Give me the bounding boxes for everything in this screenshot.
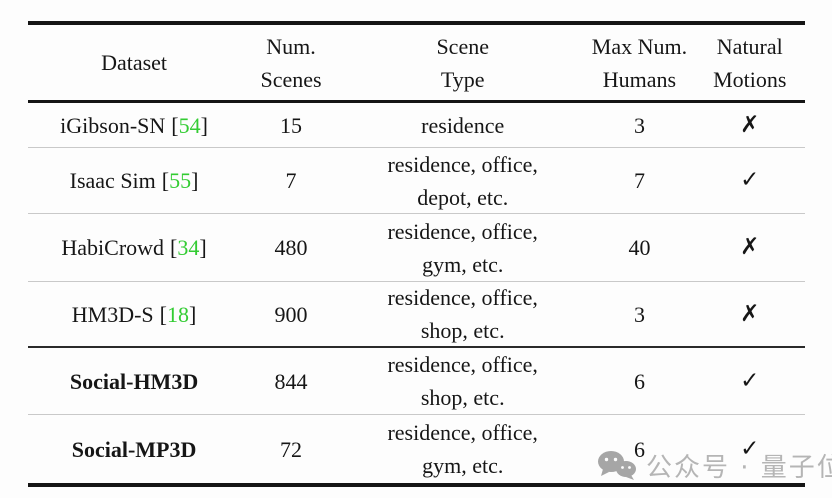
citation-bracket: [ bbox=[159, 301, 167, 327]
dataset-name-cell: Social-HM3D bbox=[28, 348, 240, 414]
max-humans-cell: 6 bbox=[633, 436, 645, 462]
citation-bracket: ] bbox=[200, 112, 208, 138]
citation-bracket: ] bbox=[191, 168, 199, 193]
max-humans-cell: 3 bbox=[633, 112, 645, 138]
citation-number[interactable]: 18 bbox=[167, 301, 189, 327]
table-row: HabiCrowd [34] 480 residence, office, gym… bbox=[28, 214, 805, 281]
num-scenes-cell: 15 bbox=[280, 112, 302, 138]
natural-motions-cell: ✓ bbox=[695, 415, 804, 483]
dataset-name: Isaac Sim bbox=[69, 168, 156, 193]
natural-motions-cell: ✓ bbox=[695, 148, 804, 213]
scene-type-cell: residence bbox=[421, 112, 505, 138]
section-separator bbox=[28, 346, 805, 348]
dataset-name-cell: Social-MP3D bbox=[28, 415, 240, 483]
citation-number[interactable]: 55 bbox=[169, 168, 192, 193]
top-rule bbox=[28, 21, 805, 25]
citation-ref: [34] bbox=[170, 235, 207, 260]
dataset-name-cell: HabiCrowd [34] bbox=[28, 214, 240, 281]
table-row: Isaac Sim [55] 7 residence, office, depot… bbox=[28, 148, 805, 213]
citation-ref: [55] bbox=[162, 168, 199, 193]
natural-motions-cell: ✗ bbox=[695, 282, 804, 346]
dataset-name: iGibson-SN bbox=[60, 112, 166, 138]
check-icon: ✓ bbox=[740, 167, 760, 193]
dataset-name: HabiCrowd bbox=[61, 235, 165, 260]
scene-type-cell: residence, office, gym, etc. bbox=[387, 218, 538, 277]
citation-bracket: [ bbox=[161, 168, 170, 193]
header-rule bbox=[28, 100, 805, 103]
table-row: Social-MP3D 72 residence, office, gym, e… bbox=[28, 415, 805, 483]
table-row: Social-HM3D 844 residence, office, shop,… bbox=[28, 348, 805, 414]
header-dataset-label: Dataset bbox=[101, 50, 168, 75]
header-max-humans: Max Num. Humans bbox=[591, 33, 688, 92]
row-separator bbox=[28, 213, 805, 214]
bottom-rule bbox=[28, 483, 805, 487]
table-row: iGibson-SN [54] 15 residence 3 ✗ bbox=[28, 103, 805, 147]
dataset-name: Social-MP3D bbox=[71, 436, 197, 462]
num-scenes-cell: 844 bbox=[274, 368, 308, 394]
header-natural-motions: Natural Motions bbox=[713, 33, 787, 92]
scene-type-cell: residence, office, shop, etc. bbox=[387, 352, 538, 410]
scene-type-cell: residence, office, gym, etc. bbox=[387, 420, 538, 478]
citation-bracket: ] bbox=[199, 235, 207, 260]
scene-type-cell: residence, office, depot, etc. bbox=[387, 151, 538, 210]
row-separator bbox=[28, 147, 805, 148]
cross-icon: ✗ bbox=[740, 300, 760, 327]
natural-motions-cell: ✓ bbox=[695, 348, 804, 414]
citation-number[interactable]: 54 bbox=[178, 112, 201, 138]
table-header-row: Dataset Num. Scenes Scene Type Max Num. … bbox=[28, 25, 805, 100]
header-num-scenes: Num. Scenes bbox=[260, 33, 322, 92]
max-humans-cell: 3 bbox=[633, 301, 645, 327]
dataset-name: HM3D-S bbox=[71, 301, 154, 327]
num-scenes-cell: 7 bbox=[285, 168, 297, 193]
check-icon: ✓ bbox=[740, 435, 760, 462]
row-separator bbox=[28, 414, 805, 415]
cross-icon: ✗ bbox=[740, 234, 760, 260]
cross-icon: ✗ bbox=[740, 111, 760, 138]
dataset-name-cell: HM3D-S [18] bbox=[28, 282, 240, 346]
row-separator bbox=[28, 281, 805, 282]
num-scenes-cell: 480 bbox=[274, 235, 308, 260]
dataset-name-cell: Isaac Sim [55] bbox=[28, 148, 240, 213]
citation-bracket: [ bbox=[171, 112, 179, 138]
dataset-name-cell: iGibson-SN [54] bbox=[28, 103, 240, 147]
natural-motions-cell: ✗ bbox=[695, 214, 804, 281]
num-scenes-cell: 72 bbox=[280, 436, 302, 462]
header-dataset: Dataset bbox=[28, 25, 240, 100]
scene-type-cell: residence, office, shop, etc. bbox=[387, 285, 538, 343]
max-humans-cell: 7 bbox=[633, 168, 645, 193]
dataset-comparison-table: Dataset Num. Scenes Scene Type Max Num. … bbox=[28, 21, 805, 487]
check-icon: ✓ bbox=[740, 367, 760, 394]
citation-ref: [18] bbox=[160, 302, 197, 327]
citation-number[interactable]: 34 bbox=[177, 235, 200, 260]
natural-motions-cell: ✗ bbox=[695, 103, 804, 147]
dataset-name: Social-HM3D bbox=[69, 368, 199, 394]
citation-bracket: [ bbox=[170, 235, 178, 260]
table-row: HM3D-S [18] 900 residence, office, shop, … bbox=[28, 282, 805, 346]
max-humans-cell: 40 bbox=[628, 235, 651, 260]
num-scenes-cell: 900 bbox=[274, 301, 308, 327]
citation-bracket: ] bbox=[189, 301, 197, 327]
citation-ref: [54] bbox=[171, 113, 208, 138]
max-humans-cell: 6 bbox=[633, 368, 645, 394]
header-scene-type: Scene Type bbox=[436, 33, 489, 92]
